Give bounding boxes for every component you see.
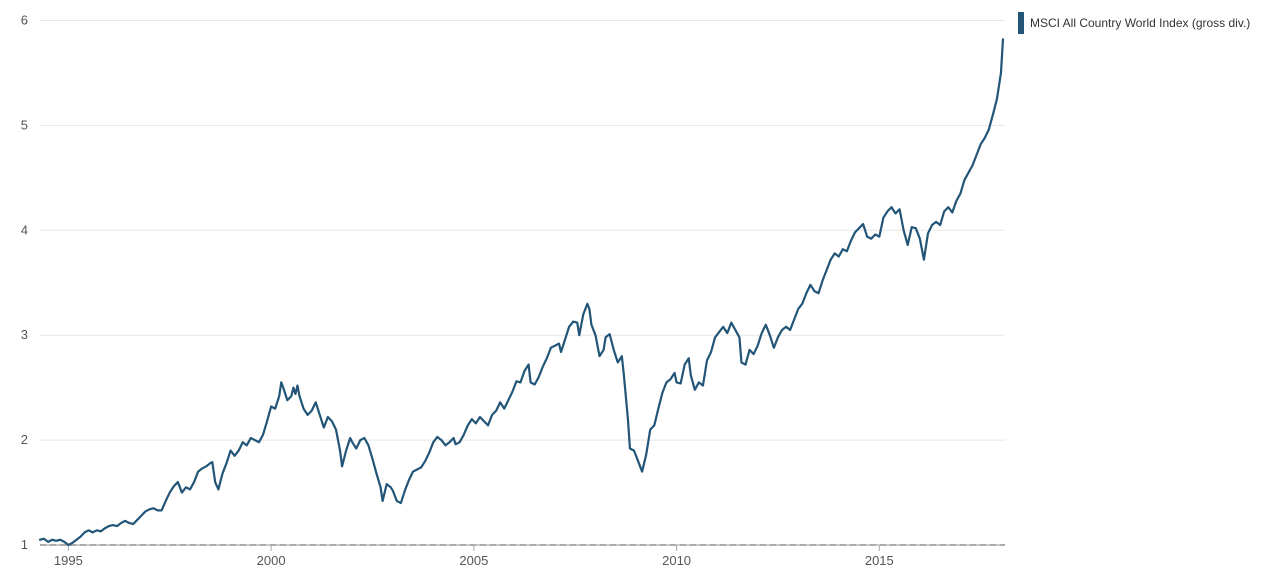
x-tick-label: 2010 (662, 553, 691, 568)
y-tick-label: 3 (21, 327, 28, 342)
x-tick-label: 2015 (865, 553, 894, 568)
chart-container: 1 2 3 4 5 6 1995 2000 2005 2010 2015 MSCI All Coun… (0, 0, 1280, 586)
y-tick-label: 5 (21, 117, 28, 132)
series-line (40, 39, 1003, 545)
legend-swatch (1018, 12, 1024, 34)
line-chart: 1 2 3 4 5 6 1995 2000 2005 2010 2015 (0, 0, 1280, 586)
x-tick-label: 1995 (54, 553, 83, 568)
legend-label: MSCI All Country World Index (gross div.… (1030, 16, 1250, 30)
y-tick-label: 1 (21, 537, 28, 552)
x-tick-label: 2000 (257, 553, 286, 568)
y-tick-label: 2 (21, 432, 28, 447)
y-tick-label: 6 (21, 12, 28, 27)
y-tick-label: 4 (21, 222, 28, 237)
chart-legend: MSCI All Country World Index (gross div.… (1018, 12, 1250, 34)
x-tick-label: 2005 (459, 553, 488, 568)
